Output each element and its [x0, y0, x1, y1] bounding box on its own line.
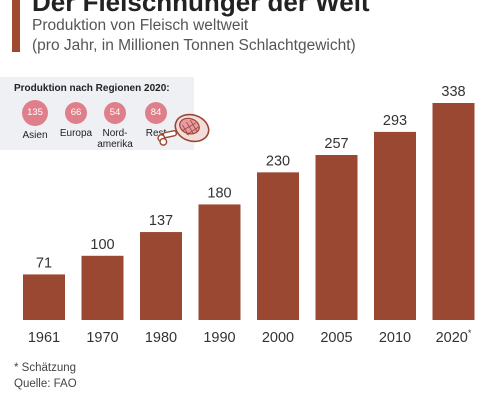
bar-value-label: 293	[383, 113, 407, 129]
bar-2020	[432, 103, 475, 320]
x-tick-label: 2005	[320, 330, 352, 346]
bar-value-label: 180	[207, 185, 231, 201]
chart-subtitle: Produktion von Fleisch weltweit	[32, 17, 249, 34]
bar-1970	[81, 255, 124, 320]
bar-2000	[257, 172, 299, 320]
region-label: Rest	[145, 128, 167, 139]
bar-1980	[140, 232, 182, 320]
region-label: Nord- amerika	[97, 128, 133, 150]
x-tick-label: 1961	[28, 330, 60, 346]
bars-layer: 71 1961 100 1970 137 1980 180 1990 230 2000 257 200…	[23, 84, 475, 346]
bar-value-label: 338	[441, 84, 465, 100]
x-tick-label: 2000	[262, 330, 294, 346]
region-value-badge: 54	[104, 102, 126, 124]
x-tick-label: 2010	[379, 330, 411, 346]
title-accent-bar	[12, 0, 20, 52]
region-item-nordamerika: 54 Nord- amerika	[90, 102, 140, 150]
region-value-badge: 84	[145, 102, 167, 124]
x-tick-label: 2020*	[436, 328, 472, 346]
page-title: Der Fleischhunger der Welt	[32, 0, 370, 17]
estimate-footnote: * Schätzung	[14, 362, 77, 374]
bar-value-label: 230	[266, 153, 290, 169]
x-tick-label: 1970	[86, 330, 118, 346]
bar-1990	[198, 204, 241, 320]
region-breakdown-title: Produktion nach Regionen 2020:	[14, 83, 170, 94]
region-value-badge: 66	[65, 102, 87, 124]
bar-value-label: 257	[324, 136, 348, 152]
region-label: Europa	[59, 128, 93, 139]
bar-2010	[374, 131, 416, 320]
bar-value-label: 137	[149, 213, 173, 229]
bar-1961	[23, 274, 65, 320]
bar-value-label: 71	[36, 255, 52, 271]
bar-2005	[315, 155, 358, 320]
region-item-rest: 84 Rest	[131, 102, 181, 139]
region-item-asien: 135 Asien	[10, 100, 60, 141]
ham-icon	[157, 113, 210, 146]
region-label: Asien	[22, 130, 48, 141]
bar-value-label: 100	[90, 237, 114, 253]
source-footnote: Quelle: FAO	[14, 378, 77, 390]
region-breakdown-panel: Produktion nach Regionen 2020: 135 Asien…	[0, 77, 194, 150]
x-tick-label: 1990	[203, 330, 235, 346]
chart-subtitle-unit: (pro Jahr, in Millionen Tonnen Schlachtg…	[32, 37, 356, 54]
x-tick-label: 1980	[145, 330, 177, 346]
region-value-badge: 135	[22, 100, 48, 126]
region-item-europa: 66 Europa	[51, 102, 101, 139]
